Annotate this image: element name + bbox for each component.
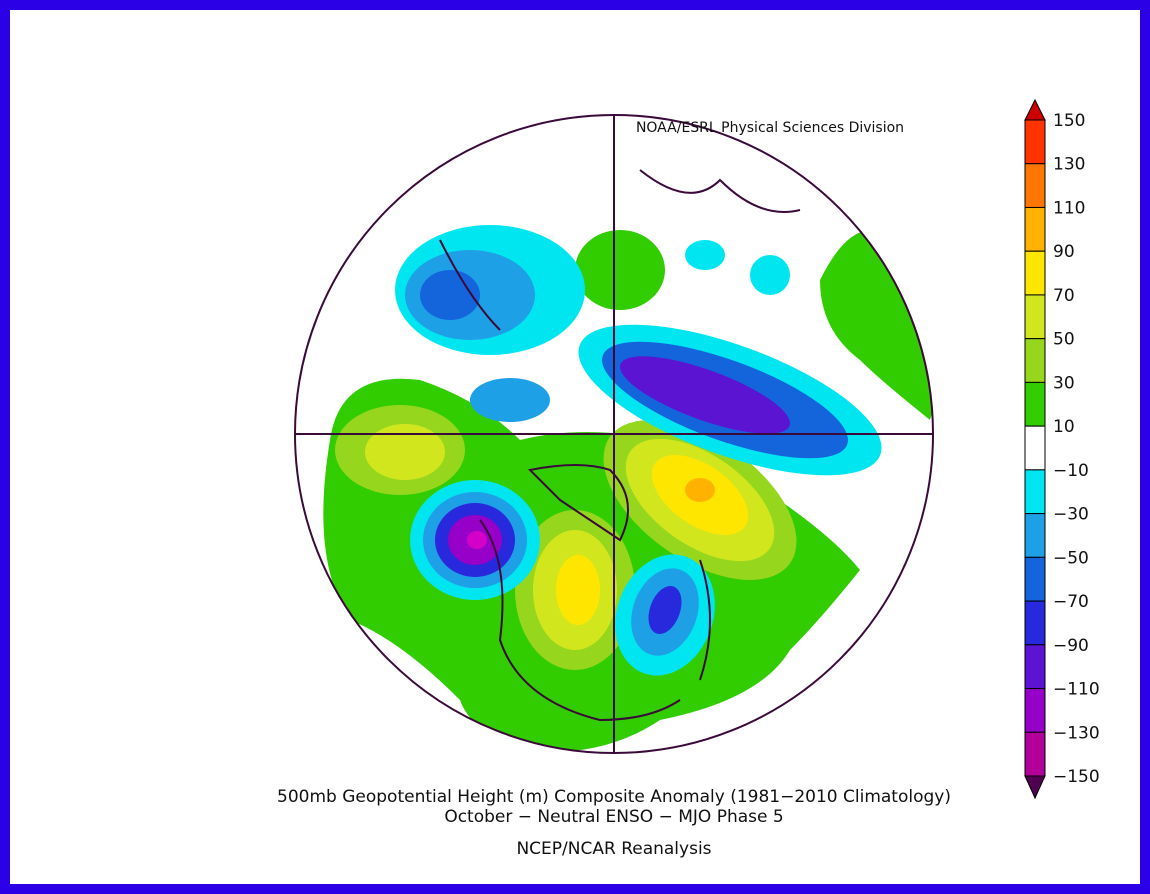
colorbar-triangle xyxy=(1024,98,1046,121)
colorbar-box xyxy=(1024,294,1046,340)
negative-region xyxy=(648,585,682,635)
colorbar-label: −150 xyxy=(1053,767,1100,787)
colorbar-box xyxy=(1024,513,1046,558)
colorbar-box xyxy=(1024,163,1046,208)
positive-region xyxy=(365,424,445,480)
credit: NOAA/ESRL Physical Sciences Division xyxy=(636,120,904,136)
colorbar-label: −50 xyxy=(1053,548,1089,568)
positive-region xyxy=(575,230,665,310)
colorbar-label: −90 xyxy=(1053,636,1089,656)
colorbar-box xyxy=(1024,381,1046,427)
colorbar: 150 130 110 90 70 50 30 10 −10 −30 −50 −70 −90 −110 −1… xyxy=(1024,98,1100,800)
negative-region xyxy=(467,531,487,549)
negative-region xyxy=(619,356,791,434)
colorbar-box xyxy=(1024,556,1046,602)
colorbar-label: 10 xyxy=(1053,417,1075,437)
subtitle: October − Neutral ENSO − MJO Phase 5 xyxy=(444,807,783,827)
colorbar-label: 110 xyxy=(1053,198,1085,218)
negative-region xyxy=(685,240,725,270)
colorbar-box xyxy=(1024,206,1046,252)
negative-region xyxy=(420,270,480,320)
positive-region xyxy=(685,478,715,502)
positive-region xyxy=(556,555,600,625)
colorbar-label: −70 xyxy=(1053,592,1089,612)
source: NCEP/NCAR Reanalysis xyxy=(516,839,711,859)
colorbar-label: −130 xyxy=(1053,723,1100,743)
colorbar-box xyxy=(1024,600,1046,646)
colorbar-label: 90 xyxy=(1053,242,1075,262)
colorbar-box xyxy=(1024,688,1046,733)
colorbar-label: 70 xyxy=(1053,286,1075,306)
colorbar-label: 130 xyxy=(1053,155,1085,175)
colorbar-label: 30 xyxy=(1053,373,1075,393)
colorbar-box xyxy=(1024,338,1046,383)
colorbar-label: 50 xyxy=(1053,330,1075,350)
colorbar-box xyxy=(1024,119,1046,165)
colorbar-label: −30 xyxy=(1053,505,1089,525)
title: 500mb Geopotential Height (m) Composite … xyxy=(277,787,951,807)
colorbar-box xyxy=(1024,425,1046,471)
negative-region xyxy=(470,378,550,422)
colorbar-box xyxy=(1024,469,1046,515)
coastline xyxy=(439,169,801,722)
negative-region xyxy=(750,255,790,295)
colorbar-box xyxy=(1024,644,1046,690)
colorbar-label: −10 xyxy=(1053,461,1089,481)
colorbar-label: −110 xyxy=(1053,680,1100,700)
colorbar-box xyxy=(1024,250,1046,296)
colorbar-box xyxy=(1024,731,1046,777)
colorbar-label: 150 xyxy=(1053,111,1085,131)
colorbar-triangle xyxy=(1024,775,1046,800)
